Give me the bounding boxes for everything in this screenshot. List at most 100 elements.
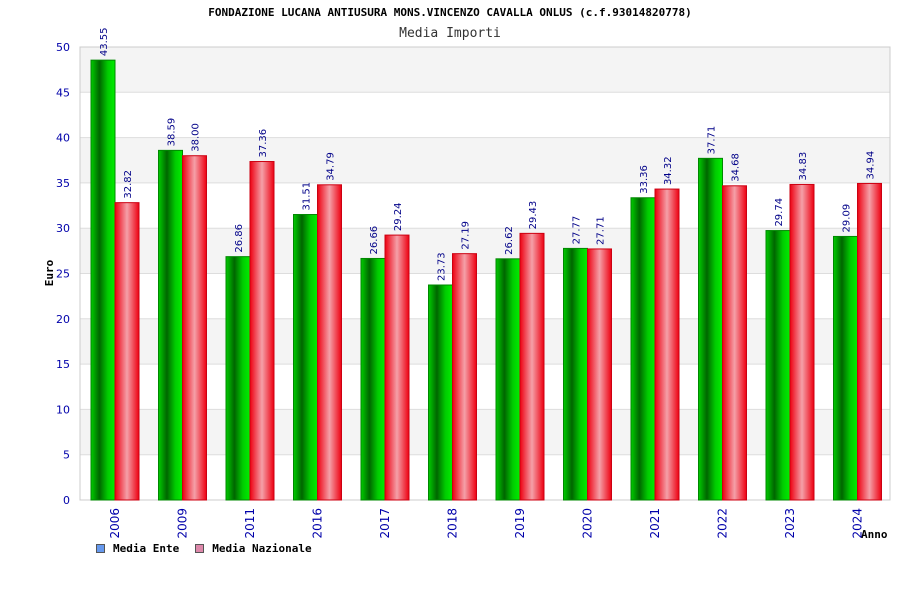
bar-media-nazionale-2011 — [249, 161, 275, 501]
data-label: 26.86 — [234, 224, 245, 253]
data-label: 26.62 — [504, 226, 515, 255]
y-tick-label: 30 — [56, 222, 70, 235]
data-label: 34.83 — [798, 152, 809, 181]
y-tick-label: 25 — [56, 268, 70, 281]
data-label: 38.59 — [167, 118, 178, 147]
bar-media-nazionale-2023 — [789, 183, 815, 501]
data-label: 27.71 — [596, 216, 607, 245]
legend-swatch-media-ente — [96, 544, 105, 553]
chart-subtitle: Media Importi — [399, 26, 501, 41]
bar-media-nazionale-2018 — [452, 253, 477, 501]
data-label: 37.71 — [707, 126, 718, 155]
bar-media-ente-2006 — [90, 59, 116, 501]
y-tick-label: 40 — [56, 132, 70, 145]
x-tick-label: 2017 — [378, 508, 392, 539]
x-tick-label: 2011 — [243, 508, 257, 539]
data-label: 27.19 — [461, 221, 472, 250]
plot-background — [80, 47, 890, 500]
bar-media-ente-2023 — [765, 230, 791, 501]
legend: Media Ente Media Nazionale — [96, 542, 328, 555]
bar-media-ente-2021 — [630, 197, 656, 501]
bar-media-nazionale-2024 — [857, 182, 882, 501]
bar-media-ente-2011 — [225, 256, 251, 501]
plot-band — [80, 137, 890, 183]
plot-border — [79, 46, 891, 501]
data-label: 29.43 — [528, 201, 539, 230]
legend-label-media-nazionale: Media Nazionale — [212, 542, 312, 555]
plot-band — [80, 228, 890, 274]
x-tick-label: 2006 — [108, 508, 122, 539]
bar-media-nazionale-2009 — [182, 155, 207, 501]
data-label: 38.00 — [191, 123, 202, 152]
x-tick-label: 2009 — [176, 508, 190, 539]
bar-media-ente-2022 — [698, 157, 723, 501]
bar-media-ente-2016 — [293, 214, 318, 501]
bar-media-ente-2018 — [428, 284, 453, 501]
legend-swatch-media-nazionale — [195, 544, 205, 553]
x-tick-label: 2018 — [446, 508, 460, 539]
y-tick-label: 45 — [56, 86, 70, 99]
data-label: 32.82 — [123, 170, 134, 199]
x-tick-label: 2016 — [311, 508, 325, 539]
bar-media-nazionale-2016 — [317, 184, 342, 501]
y-tick-label: 20 — [56, 313, 70, 326]
x-tick-label: 2019 — [513, 508, 527, 539]
y-axis-label: Euro — [43, 259, 56, 286]
plot-band — [80, 409, 890, 455]
bar-media-nazionale-2020 — [587, 248, 612, 501]
data-label: 33.36 — [639, 165, 650, 194]
data-label: 34.68 — [731, 153, 742, 182]
bar-media-ente-2024 — [833, 235, 858, 501]
bar-media-nazionale-2021 — [654, 188, 680, 501]
plot-band — [80, 454, 890, 500]
data-labels: 43.55 32.82 38.59 38.00 26.86 37.36 31.51 34.79… — [99, 27, 877, 281]
x-axis-ticks: 2006 2009 2011 2016 2017 2018 2019 2020 2021 2022… — [108, 508, 865, 539]
data-label: 34.32 — [663, 156, 674, 185]
data-label: 37.36 — [258, 129, 269, 158]
legend-label-media-ente: Media Ente — [113, 542, 180, 555]
plot-band — [80, 364, 890, 410]
bar-media-nazionale-2019 — [519, 232, 545, 501]
bar-media-nazionale-2006 — [114, 202, 140, 501]
data-label: 23.73 — [437, 252, 448, 281]
data-label: 27.77 — [572, 216, 583, 245]
bar-media-ente-2009 — [158, 149, 183, 501]
data-label: 34.94 — [866, 151, 877, 180]
plot-band — [80, 47, 890, 93]
data-label: 43.55 — [99, 27, 110, 56]
bar-media-nazionale-2017 — [384, 234, 410, 501]
bar-media-ente-2017 — [360, 257, 386, 501]
plot-band — [80, 182, 890, 229]
data-label: 29.09 — [842, 204, 853, 233]
x-tick-label: 2023 — [783, 508, 797, 539]
data-label: 26.66 — [369, 226, 380, 255]
y-axis-ticks: 0 5 10 15 20 25 30 35 40 45 50 — [56, 41, 70, 507]
bar-media-ente-2019 — [495, 258, 521, 501]
x-tick-label: 2024 — [851, 508, 865, 539]
x-tick-label: 2022 — [716, 508, 730, 539]
y-tick-label: 50 — [56, 41, 70, 54]
legend-item-media-nazionale: Media Nazionale — [195, 542, 312, 555]
y-tick-label: 10 — [56, 403, 70, 416]
plot-band — [80, 318, 890, 365]
x-tick-label: 2020 — [581, 508, 595, 539]
x-axis-label: Anno — [861, 528, 888, 541]
x-tick-label: 2021 — [648, 508, 662, 539]
legend-item-media-ente: Media Ente — [96, 542, 179, 555]
y-tick-label: 5 — [63, 449, 70, 462]
plot-band — [80, 92, 890, 138]
bar-media-nazionale-2022 — [722, 185, 747, 501]
y-tick-label: 15 — [56, 358, 70, 371]
plot-band — [80, 273, 890, 319]
data-label: 29.24 — [393, 202, 404, 231]
bars — [90, 59, 882, 501]
data-label: 31.51 — [302, 182, 313, 211]
y-tick-label: 35 — [56, 177, 70, 190]
data-label: 29.74 — [774, 198, 785, 227]
y-tick-label: 0 — [63, 494, 70, 507]
bar-media-ente-2020 — [563, 247, 588, 501]
chart-title: FONDAZIONE LUCANA ANTIUSURA MONS.VINCENZ… — [208, 6, 692, 19]
gridlines — [79, 46, 891, 501]
data-label: 34.79 — [326, 152, 337, 181]
